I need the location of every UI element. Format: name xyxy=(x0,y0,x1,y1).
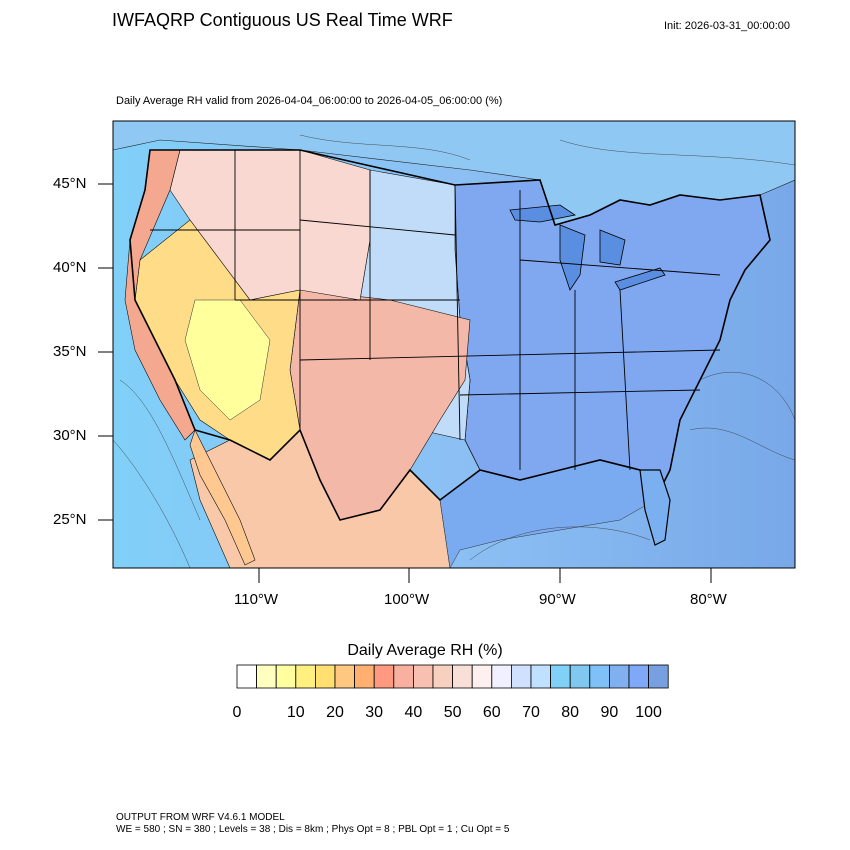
colorbar-label: 70 xyxy=(522,704,540,721)
lon-label-80: 80°W xyxy=(690,591,727,608)
colorbar-box xyxy=(452,664,473,689)
colorbar-label: 20 xyxy=(326,704,344,721)
lat-label-30: 30°N xyxy=(53,427,87,444)
colorbar-label: 100 xyxy=(635,704,662,721)
colorbar-label: 80 xyxy=(561,704,580,721)
colorbar-box xyxy=(628,664,650,689)
colorbar-box xyxy=(295,664,316,689)
colorbar-box xyxy=(569,664,591,689)
colorbar-label: 30 xyxy=(365,704,384,721)
colorbar-box xyxy=(432,664,454,689)
colorbar-label: 90 xyxy=(600,704,619,721)
lon-label-90: 90°W xyxy=(539,591,576,608)
state-borders xyxy=(150,150,721,471)
rh-contours xyxy=(113,134,795,568)
footer-config-line: WE = 580 ; SN = 380 ; Levels = 38 ; Dis … xyxy=(116,824,510,835)
colorbar-box xyxy=(510,664,532,689)
footer-model-line: OUTPUT FROM WRF V4.6.1 MODEL xyxy=(116,812,285,823)
colorbar-box xyxy=(275,664,297,689)
colorbar-label: 60 xyxy=(482,704,501,721)
lat-label-45: 45°N xyxy=(53,175,87,192)
lake-superior xyxy=(509,204,577,223)
florida xyxy=(639,469,671,546)
colorbar-box xyxy=(609,664,630,689)
colorbar-box xyxy=(491,664,512,689)
baja-region xyxy=(189,429,256,566)
colorbar-box xyxy=(412,664,434,689)
colorbar-box xyxy=(589,664,610,689)
lat-label-35: 35°N xyxy=(53,343,87,360)
colorbar-box xyxy=(393,664,414,689)
colorbar-box xyxy=(471,664,493,689)
colorbar-label: 10 xyxy=(286,704,305,721)
colorbar-box xyxy=(334,664,356,689)
colorbar-box xyxy=(354,664,375,689)
colorbar-box xyxy=(373,664,395,689)
colorbar-box xyxy=(314,664,336,689)
colorbar xyxy=(236,664,669,689)
lon-label-110: 110°W xyxy=(234,591,279,608)
lon-label-100: 100°W xyxy=(384,591,430,608)
lake-erie xyxy=(614,267,666,291)
lon-ticks xyxy=(258,568,712,583)
desert-core-region xyxy=(184,299,271,421)
colorbar-label: 50 xyxy=(443,704,462,721)
colorbar-label: 40 xyxy=(404,704,423,721)
map-subtitle: Daily Average RH valid from 2026-04-04_0… xyxy=(116,95,503,107)
colorbar-box xyxy=(550,664,571,689)
colorbar-box xyxy=(648,664,669,689)
lat-label-40: 40°N xyxy=(53,259,87,276)
colorbar-box xyxy=(236,664,258,689)
lat-label-25: 25°N xyxy=(53,511,87,528)
colorbar-label: 0 xyxy=(232,704,242,721)
colorbar-title: Daily Average RH (%) xyxy=(347,642,503,659)
colorbar-box xyxy=(530,664,552,689)
lake-huron xyxy=(599,229,626,266)
rh-map xyxy=(113,121,795,568)
chart-title: IWFAQRP Contiguous US Real Time WRF xyxy=(112,10,453,30)
colorbar-box xyxy=(256,664,277,689)
lake-michigan xyxy=(559,224,586,291)
map-frame xyxy=(112,120,796,569)
init-time: Init: 2026-03-31_00:00:00 xyxy=(664,20,790,32)
lat-ticks xyxy=(98,183,113,521)
